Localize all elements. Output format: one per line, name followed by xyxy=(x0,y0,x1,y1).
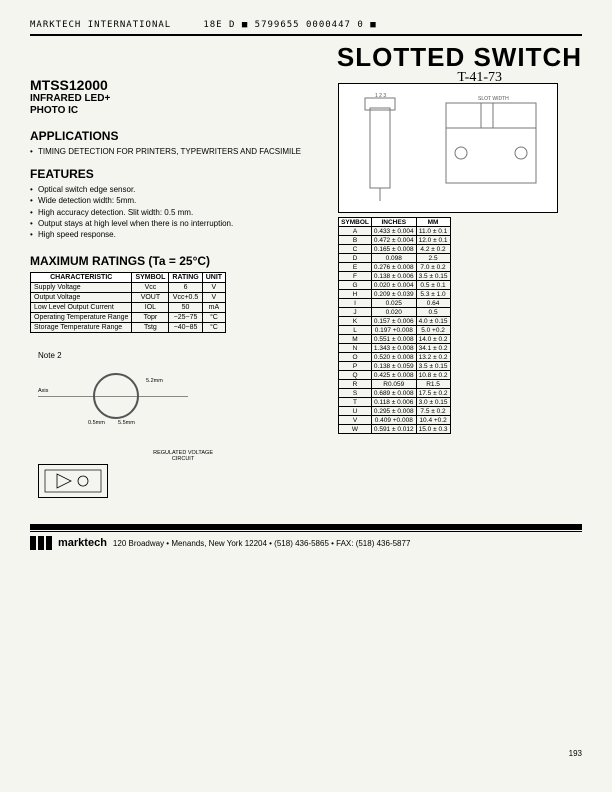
svg-text:1 2 3: 1 2 3 xyxy=(375,93,386,99)
ratings-heading: MAXIMUM RATINGS (Ta = 25°C) xyxy=(30,254,328,268)
features-list: Optical switch edge sensor. Wide detecti… xyxy=(30,184,328,240)
axis-label: Axis xyxy=(38,388,48,394)
dimensions-table: SYMBOL INCHES MM A0.433 ± 0.00411.0 ± 0.… xyxy=(338,217,450,434)
table-row: O0.520 ± 0.00813.2 ± 0.2 xyxy=(339,353,450,362)
applications-heading: APPLICATIONS xyxy=(30,129,328,143)
header-code: 18E D ■ 5799655 0000447 0 ■ xyxy=(203,20,376,30)
table-row: L0.197 +0.0085.0 +0.2 xyxy=(339,326,450,335)
table-row: M0.551 ± 0.00814.0 ± 0.2 xyxy=(339,335,450,344)
features-heading: FEATURES xyxy=(30,167,328,181)
dim-label: 0.5mm xyxy=(88,420,105,426)
table-row: W0.591 ± 0.01215.0 ± 0.3 xyxy=(339,425,450,434)
opamp-icon xyxy=(43,468,103,494)
table-row: Output VoltageVOUTVcc+0.5V xyxy=(31,293,226,303)
table-row: RR0.059R1.5 xyxy=(339,380,450,389)
table-row: A0.433 ± 0.00411.0 ± 0.1 xyxy=(339,227,450,236)
dim-label: 5.5mm xyxy=(118,420,135,426)
table-row: T0.118 ± 0.0063.0 ± 0.15 xyxy=(339,398,450,407)
ratings-table: CHARACTERISTIC SYMBOL RATING UNIT Supply… xyxy=(30,272,226,333)
feature-item: High speed response. xyxy=(30,229,328,240)
feature-item: Output stays at high level when there is… xyxy=(30,218,328,229)
application-item: TIMING DETECTION FOR PRINTERS, TYPEWRITE… xyxy=(30,146,328,157)
page-title: SLOTTED SWITCH xyxy=(30,42,582,73)
header-line: MARKTECH INTERNATIONAL 18E D ■ 5799655 0… xyxy=(30,20,582,30)
table-row: N1.343 ± 0.00834.1 ± 0.2 xyxy=(339,344,450,353)
table-row: D0.0982.5 xyxy=(339,254,450,263)
feature-item: Wide detection width: 5mm. xyxy=(30,195,328,206)
part-number: MTSS12000 xyxy=(30,77,328,93)
feature-item: Optical switch edge sensor. xyxy=(30,184,328,195)
table-row: Operating Temperature RangeTopr−25~75°C xyxy=(31,313,226,323)
table-row: Storage Temperature RangeTstg−40~85°C xyxy=(31,323,226,333)
led-diagram: Axis 0.5mm 5.5mm 5.2mm xyxy=(38,368,188,428)
table-row: G0.020 ± 0.0040.5 ± 0.1 xyxy=(339,281,450,290)
side-view-icon: 1 2 3 xyxy=(350,93,430,203)
page-number: 193 xyxy=(569,749,582,758)
mechanical-diagram: 1 2 3 SLOT WIDTH xyxy=(338,83,558,213)
table-row: F0.138 ± 0.0063.5 ± 0.15 xyxy=(339,272,450,281)
table-row: I0.0250.64 xyxy=(339,299,450,308)
left-column: MTSS12000 INFRARED LED+ PHOTO IC APPLICA… xyxy=(30,75,328,498)
table-row: J0.0200.5 xyxy=(339,308,450,317)
part-subtitle: INFRARED LED+ PHOTO IC xyxy=(30,93,328,117)
svg-text:SLOT WIDTH: SLOT WIDTH xyxy=(478,96,509,102)
dim-label: 5.2mm xyxy=(146,378,163,384)
circuit-label: REGULATED VOLTAGE CIRCUIT xyxy=(38,450,328,462)
note-2: Note 2 xyxy=(38,351,328,360)
table-header-row: SYMBOL INCHES MM xyxy=(339,218,450,227)
table-row: C0.165 ± 0.0084.2 ± 0.2 xyxy=(339,245,450,254)
footer-rule-thin xyxy=(30,531,582,532)
table-row: Q0.425 ± 0.00810.8 ± 0.2 xyxy=(339,371,450,380)
front-view-icon: SLOT WIDTH xyxy=(436,93,546,203)
footer-address: 120 Broadway • Menands, New York 12204 •… xyxy=(113,539,410,548)
top-rule xyxy=(30,34,582,36)
table-row: V0.409 +0.00810.4 +0.2 xyxy=(339,416,450,425)
footer-rule-thick xyxy=(30,524,582,530)
main-columns: MTSS12000 INFRARED LED+ PHOTO IC APPLICA… xyxy=(30,75,582,498)
table-row: Supply VoltageVcc6V xyxy=(31,283,226,293)
footer: marktech 120 Broadway • Menands, New Yor… xyxy=(30,536,582,550)
table-row: K0.157 ± 0.0064.0 ± 0.15 xyxy=(339,317,450,326)
feature-item: High accuracy detection. Slit width: 0.5… xyxy=(30,207,328,218)
table-row: P0.138 ± 0.0593.5 ± 0.15 xyxy=(339,362,450,371)
handwritten-note: T-41-73 xyxy=(457,70,502,86)
logo-icon xyxy=(30,536,52,550)
company-name: MARKTECH INTERNATIONAL xyxy=(30,20,171,30)
table-row: S0.689 ± 0.00817.5 ± 0.2 xyxy=(339,389,450,398)
table-row: B0.472 ± 0.00412.0 ± 0.1 xyxy=(339,236,450,245)
led-circle xyxy=(93,373,139,419)
applications-list: TIMING DETECTION FOR PRINTERS, TYPEWRITE… xyxy=(30,146,328,157)
table-row: Low Level Output CurrentIOL50mA xyxy=(31,303,226,313)
circuit-diagram xyxy=(38,464,108,498)
brand-name: marktech xyxy=(58,537,107,549)
table-header-row: CHARACTERISTIC SYMBOL RATING UNIT xyxy=(31,273,226,283)
table-row: E0.276 ± 0.0087.0 ± 0.2 xyxy=(339,263,450,272)
right-column: 1 2 3 SLOT WIDTH SYMBOL INCHES MM A0.433… xyxy=(338,75,582,498)
table-row: U0.295 ± 0.0087.5 ± 0.2 xyxy=(339,407,450,416)
table-row: H0.209 ± 0.0395.3 ± 1.0 xyxy=(339,290,450,299)
